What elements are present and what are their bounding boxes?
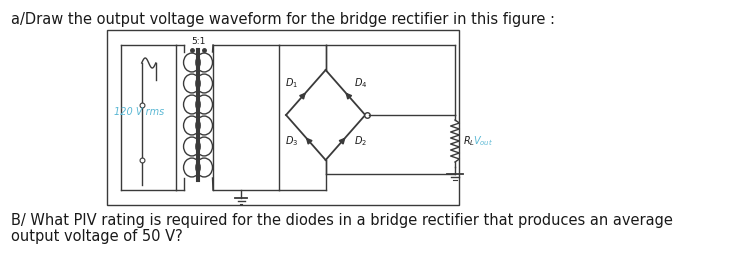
Text: $D_2$: $D_2$ xyxy=(354,134,368,148)
Text: $D_4$: $D_4$ xyxy=(354,76,368,90)
Text: B/ What PIV rating is required for the diodes in a bridge rectifier that produce: B/ What PIV rating is required for the d… xyxy=(10,213,673,228)
Text: $R_L$: $R_L$ xyxy=(463,134,475,148)
Text: 5:1: 5:1 xyxy=(190,37,206,46)
Text: $D_1$: $D_1$ xyxy=(285,76,298,90)
Text: output voltage of 50 V?: output voltage of 50 V? xyxy=(10,229,182,244)
Bar xyxy=(107,30,460,205)
Text: 120 V rms: 120 V rms xyxy=(115,107,165,117)
Text: $D_3$: $D_3$ xyxy=(285,134,298,148)
Text: a/Draw the output voltage waveform for the bridge rectifier in this figure :: a/Draw the output voltage waveform for t… xyxy=(10,12,554,27)
Text: $V_{out}$: $V_{out}$ xyxy=(473,134,494,148)
